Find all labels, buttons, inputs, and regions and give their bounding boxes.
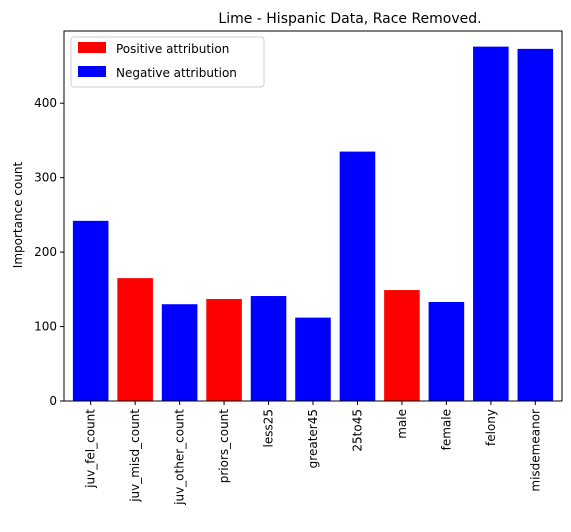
bar-misdemeanor (517, 48, 554, 402)
chart-title: Lime - Hispanic Data, Race Removed. (218, 11, 481, 27)
bar-25to45 (339, 151, 376, 401)
x-tick-label: male (395, 409, 409, 439)
y-tick-label: 100 (34, 320, 57, 334)
legend-swatch-positive (78, 42, 106, 53)
x-tick-label: greater45 (306, 409, 320, 468)
bar-greater45 (295, 317, 331, 401)
bar-priors_count (206, 299, 242, 401)
bar-felony (473, 46, 509, 401)
y-tick-group: 0 100 200 300 400 (34, 96, 64, 408)
legend: Positive attribution Negative attributio… (70, 36, 265, 88)
bar-less25 (250, 296, 287, 401)
bar-male (384, 290, 420, 401)
bar-female (428, 301, 465, 401)
legend-label-positive: Positive attribution (116, 42, 229, 56)
bar-juv_fel_count (72, 220, 109, 401)
plot-frame (63, 30, 563, 402)
x-tick-label: felony (484, 409, 498, 446)
y-tick-label: 400 (34, 96, 57, 110)
x-tick-label: juv_misd_count (128, 409, 142, 503)
legend-label-negative: Negative attribution (116, 66, 237, 80)
y-tick-label: 0 (49, 394, 57, 408)
x-tick-label: 25to45 (350, 409, 364, 452)
x-tick-label: juv_fel_count (84, 409, 98, 489)
bar-juv_other_count (161, 304, 198, 401)
legend-box (70, 36, 265, 88)
x-tick-label: juv_other_count (173, 409, 187, 506)
bars-group (72, 46, 554, 402)
y-axis-label: Importance count (11, 161, 25, 268)
x-tick-group: juv_fel_count juv_misd_count juv_other_cou… (84, 401, 542, 506)
x-tick-label: priors_count (217, 409, 231, 484)
y-tick-label: 200 (34, 245, 57, 259)
legend-swatch-negative (78, 66, 106, 77)
x-tick-label: misdemeanor (528, 409, 542, 492)
bar-juv_misd_count (117, 278, 153, 401)
x-tick-label: less25 (262, 409, 276, 448)
x-tick-label: female (439, 409, 453, 450)
y-tick-label: 300 (34, 171, 57, 185)
